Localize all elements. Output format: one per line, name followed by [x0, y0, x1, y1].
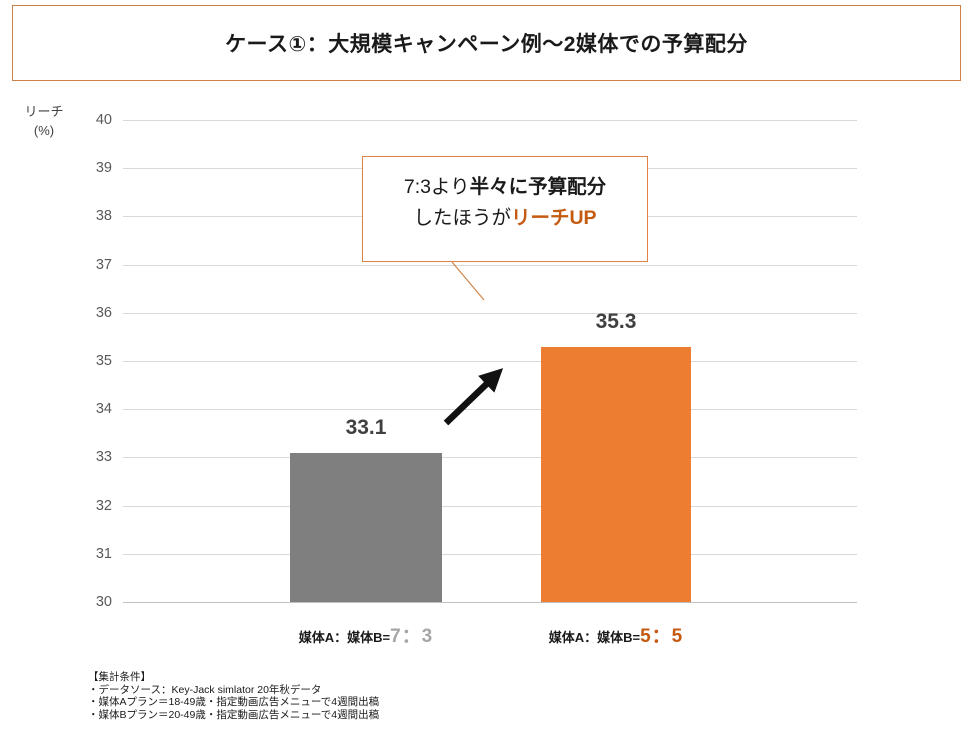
gridline [123, 457, 857, 459]
title-box: ケース①：大規模キャンペーン例〜2媒体での予算配分 [12, 5, 961, 81]
y-axis-title-line2: (%) [33, 123, 55, 138]
x-label-prefix: 媒体A：媒体B= [548, 630, 641, 645]
x-label-7-3: 媒体A：媒体B= 7：3 [246, 621, 486, 647]
annotation-line2: したほうがリーチUP [363, 203, 647, 234]
page-title: ケース①：大規模キャンペーン例〜2媒体での予算配分 [225, 33, 748, 56]
x-label-ratio: 5：5 [640, 626, 684, 647]
y-tick-label: 40 [95, 112, 112, 128]
x-label-ratio: 7：3 [390, 626, 434, 647]
y-axis-title: リーチ (%) [8, 102, 80, 140]
y-tick-label: 38 [95, 208, 112, 225]
gridline [123, 361, 857, 362]
y-tick-label: 35 [95, 353, 112, 369]
annotation-text-bold: 半々に予算配分 [469, 176, 607, 198]
y-tick-label: 36 [95, 304, 112, 321]
annotation-line1: 7:3より半々に予算配分 [363, 172, 647, 203]
bar-ratio-7-3 [290, 452, 442, 602]
annotation-text: 7:3より [403, 176, 470, 198]
gridline [123, 602, 857, 603]
annotation-highlight: リーチUP [510, 207, 597, 229]
footnote-line: ・媒体Aプラン＝18-49歳・指定動画広告メニューで4週間出稿 [88, 696, 380, 708]
gridline [123, 409, 857, 411]
x-label-prefix: 媒体A：媒体B= [298, 630, 391, 645]
y-tick-label: 30 [95, 594, 112, 610]
y-axis-title-line1: リーチ [24, 104, 64, 119]
footnote-line: ・媒体Bプラン＝20-49歳・指定動画広告メニューで4週間出稿 [88, 708, 380, 721]
y-tick-label: 39 [95, 160, 112, 177]
value-label-7-3: 33.1 [345, 415, 387, 439]
footnote-line: 【集計条件】 [88, 671, 151, 683]
gridline [123, 312, 857, 314]
y-tick-label: 32 [95, 497, 112, 514]
y-tick-label: 37 [95, 256, 112, 273]
y-tick-label: 34 [95, 401, 112, 418]
y-tick-label: 33 [95, 449, 112, 466]
annotation-text: したほうが [413, 207, 511, 229]
y-tick-label: 31 [95, 545, 112, 562]
gridline [123, 120, 857, 121]
footnotes: 【集計条件】 ・データソース：Key-Jack simlator 20年秋データ… [88, 671, 379, 721]
gridline [123, 553, 857, 555]
bar-ratio-5-5 [541, 346, 691, 602]
x-label-5-5: 媒体A：媒体B= 5：5 [496, 621, 736, 647]
footnote-line: ・データソース：Key-Jack simlator 20年秋データ [88, 683, 322, 696]
gridline [123, 264, 857, 266]
value-label-5-5: 35.3 [595, 309, 637, 333]
gridline [123, 505, 857, 507]
annotation-callout: 7:3より半々に予算配分 したほうがリーチUP [362, 156, 648, 262]
